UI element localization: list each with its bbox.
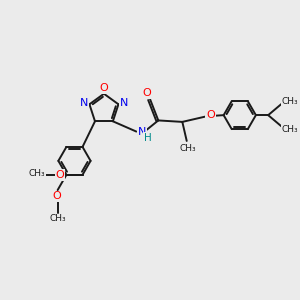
Text: CH₃: CH₃ [282,125,298,134]
Text: O: O [143,88,152,98]
Text: CH₃: CH₃ [49,214,66,223]
Text: O: O [56,170,64,180]
Text: H: H [144,133,151,143]
Text: CH₃: CH₃ [282,97,298,106]
Text: N: N [120,98,128,108]
Text: CH₃: CH₃ [180,144,196,153]
Text: O: O [206,110,215,120]
Text: O: O [53,191,62,202]
Text: N: N [80,98,88,108]
Text: CH₃: CH₃ [28,169,45,178]
Text: N: N [137,127,146,136]
Text: O: O [100,83,108,93]
